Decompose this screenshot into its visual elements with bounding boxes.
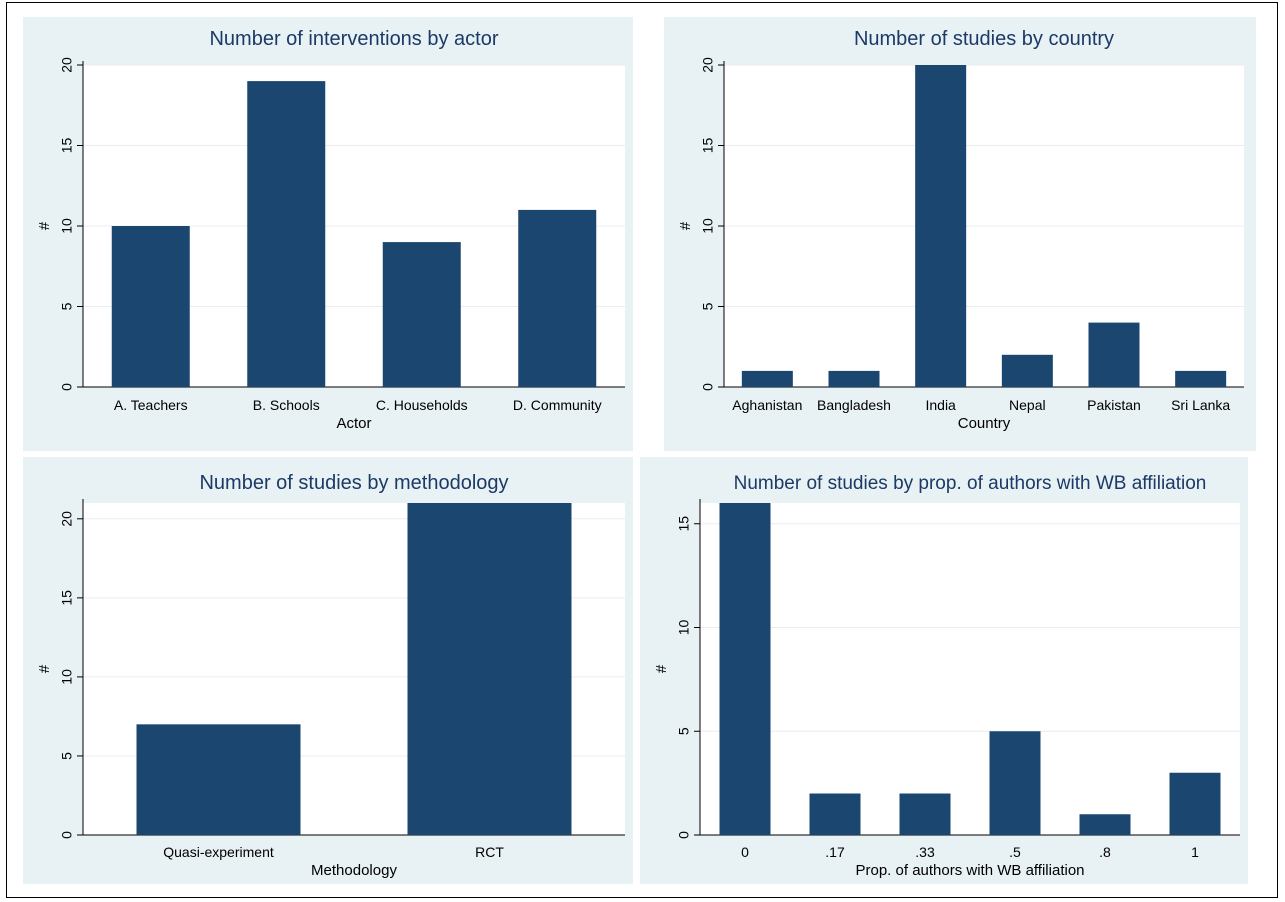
y-tick-label: 0 [59, 383, 75, 391]
x-axis-label: Actor [336, 415, 371, 432]
bar [915, 65, 967, 387]
y-axis-label: # [36, 664, 53, 673]
x-tick-label: India [925, 397, 956, 413]
bar [809, 793, 861, 835]
bar [407, 503, 572, 835]
chart-methodology: 0 5 10 15 20 Quasi-experiment RCT Number of stu… [36, 472, 625, 879]
y-tick-label: 10 [59, 669, 75, 685]
x-axis-label: Prop. of authors with WB affiliation [856, 862, 1085, 879]
y-tick-label: 5 [700, 302, 716, 310]
x-tick-label: Aghanistan [732, 397, 802, 413]
y-tick-label: 5 [59, 302, 75, 310]
chart-wb-affiliation: 0 5 10 15 0 .17 .33 .5 .8 1 Number of studies by p… [653, 473, 1240, 879]
chart-panel-actor: 0 5 10 15 20 A. Teachers B. Schools C. Househol… [23, 17, 633, 451]
y-tick-label: 20 [700, 57, 716, 73]
plot-area [700, 503, 1240, 835]
x-tick-label: Sri Lanka [1171, 397, 1230, 413]
x-tick-label: RCT [475, 844, 504, 860]
y-tick-label: 5 [676, 727, 692, 735]
y-axis-label: # [36, 221, 53, 230]
y-tick-label: 10 [59, 218, 75, 234]
chart-country: 0 5 10 15 20 Aghanistan Bangladesh India Nepal Pa… [677, 28, 1244, 432]
bar [989, 731, 1041, 835]
bar [899, 793, 951, 835]
x-tick-label: .8 [1099, 844, 1111, 860]
y-tick-label: 15 [676, 516, 692, 532]
chart-title: Number of studies by methodology [199, 472, 508, 494]
y-tick-label: 0 [676, 831, 692, 839]
chart-actor: 0 5 10 15 20 A. Teachers B. Schools C. Househol… [36, 28, 625, 432]
bar [111, 226, 190, 387]
x-tick-label: 0 [741, 844, 749, 860]
bar [1001, 354, 1053, 387]
bar [1088, 322, 1140, 387]
y-tick-label: 0 [700, 383, 716, 391]
x-tick-label: B. Schools [253, 397, 320, 413]
bar [382, 242, 461, 387]
x-axis-label: Methodology [311, 862, 397, 879]
y-axis-label: # [677, 221, 694, 230]
x-tick-label: .33 [915, 844, 935, 860]
bar [518, 209, 597, 387]
y-tick-label: 20 [59, 511, 75, 527]
chart-panel-methodology: 0 5 10 15 20 Quasi-experiment RCT Number of stu… [23, 457, 633, 884]
x-tick-label: .17 [825, 844, 845, 860]
chart-panel-country: 0 5 10 15 20 Aghanistan Bangladesh India Nepal Pa… [664, 17, 1256, 451]
x-tick-label: A. Teachers [114, 397, 188, 413]
chart-panel-wb-affiliation: 0 5 10 15 0 .17 .33 .5 .8 1 Number of studies by p… [640, 457, 1248, 884]
y-tick-label: 15 [59, 590, 75, 606]
y-tick-label: 5 [59, 752, 75, 760]
x-tick-label: .5 [1009, 844, 1021, 860]
bar [247, 81, 326, 387]
y-tick-label: 0 [59, 831, 75, 839]
chart-title: Number of studies by prop. of authors wi… [734, 473, 1207, 494]
bar [828, 370, 880, 387]
chart-title: Number of interventions by actor [209, 28, 498, 50]
y-axis-label: # [653, 664, 670, 673]
x-tick-label: Nepal [1009, 397, 1046, 413]
y-tick-label: 15 [59, 138, 75, 154]
bar [719, 503, 771, 835]
y-tick-label: 15 [700, 138, 716, 154]
bar [136, 724, 301, 835]
x-axis-label: Country [958, 415, 1011, 432]
x-tick-label: Quasi-experiment [163, 844, 274, 860]
x-tick-label: Pakistan [1087, 397, 1141, 413]
y-tick-label: 20 [59, 57, 75, 73]
y-tick-label: 10 [676, 620, 692, 636]
bar [1079, 814, 1131, 835]
y-tick-label: 10 [700, 218, 716, 234]
x-tick-label: 1 [1191, 844, 1199, 860]
x-tick-label: D. Community [513, 397, 602, 413]
bar [1175, 370, 1227, 387]
bar [1169, 772, 1221, 835]
x-tick-label: C. Households [376, 397, 468, 413]
bar [741, 370, 793, 387]
chart-title: Number of studies by country [854, 28, 1114, 50]
x-tick-label: Bangladesh [817, 397, 891, 413]
